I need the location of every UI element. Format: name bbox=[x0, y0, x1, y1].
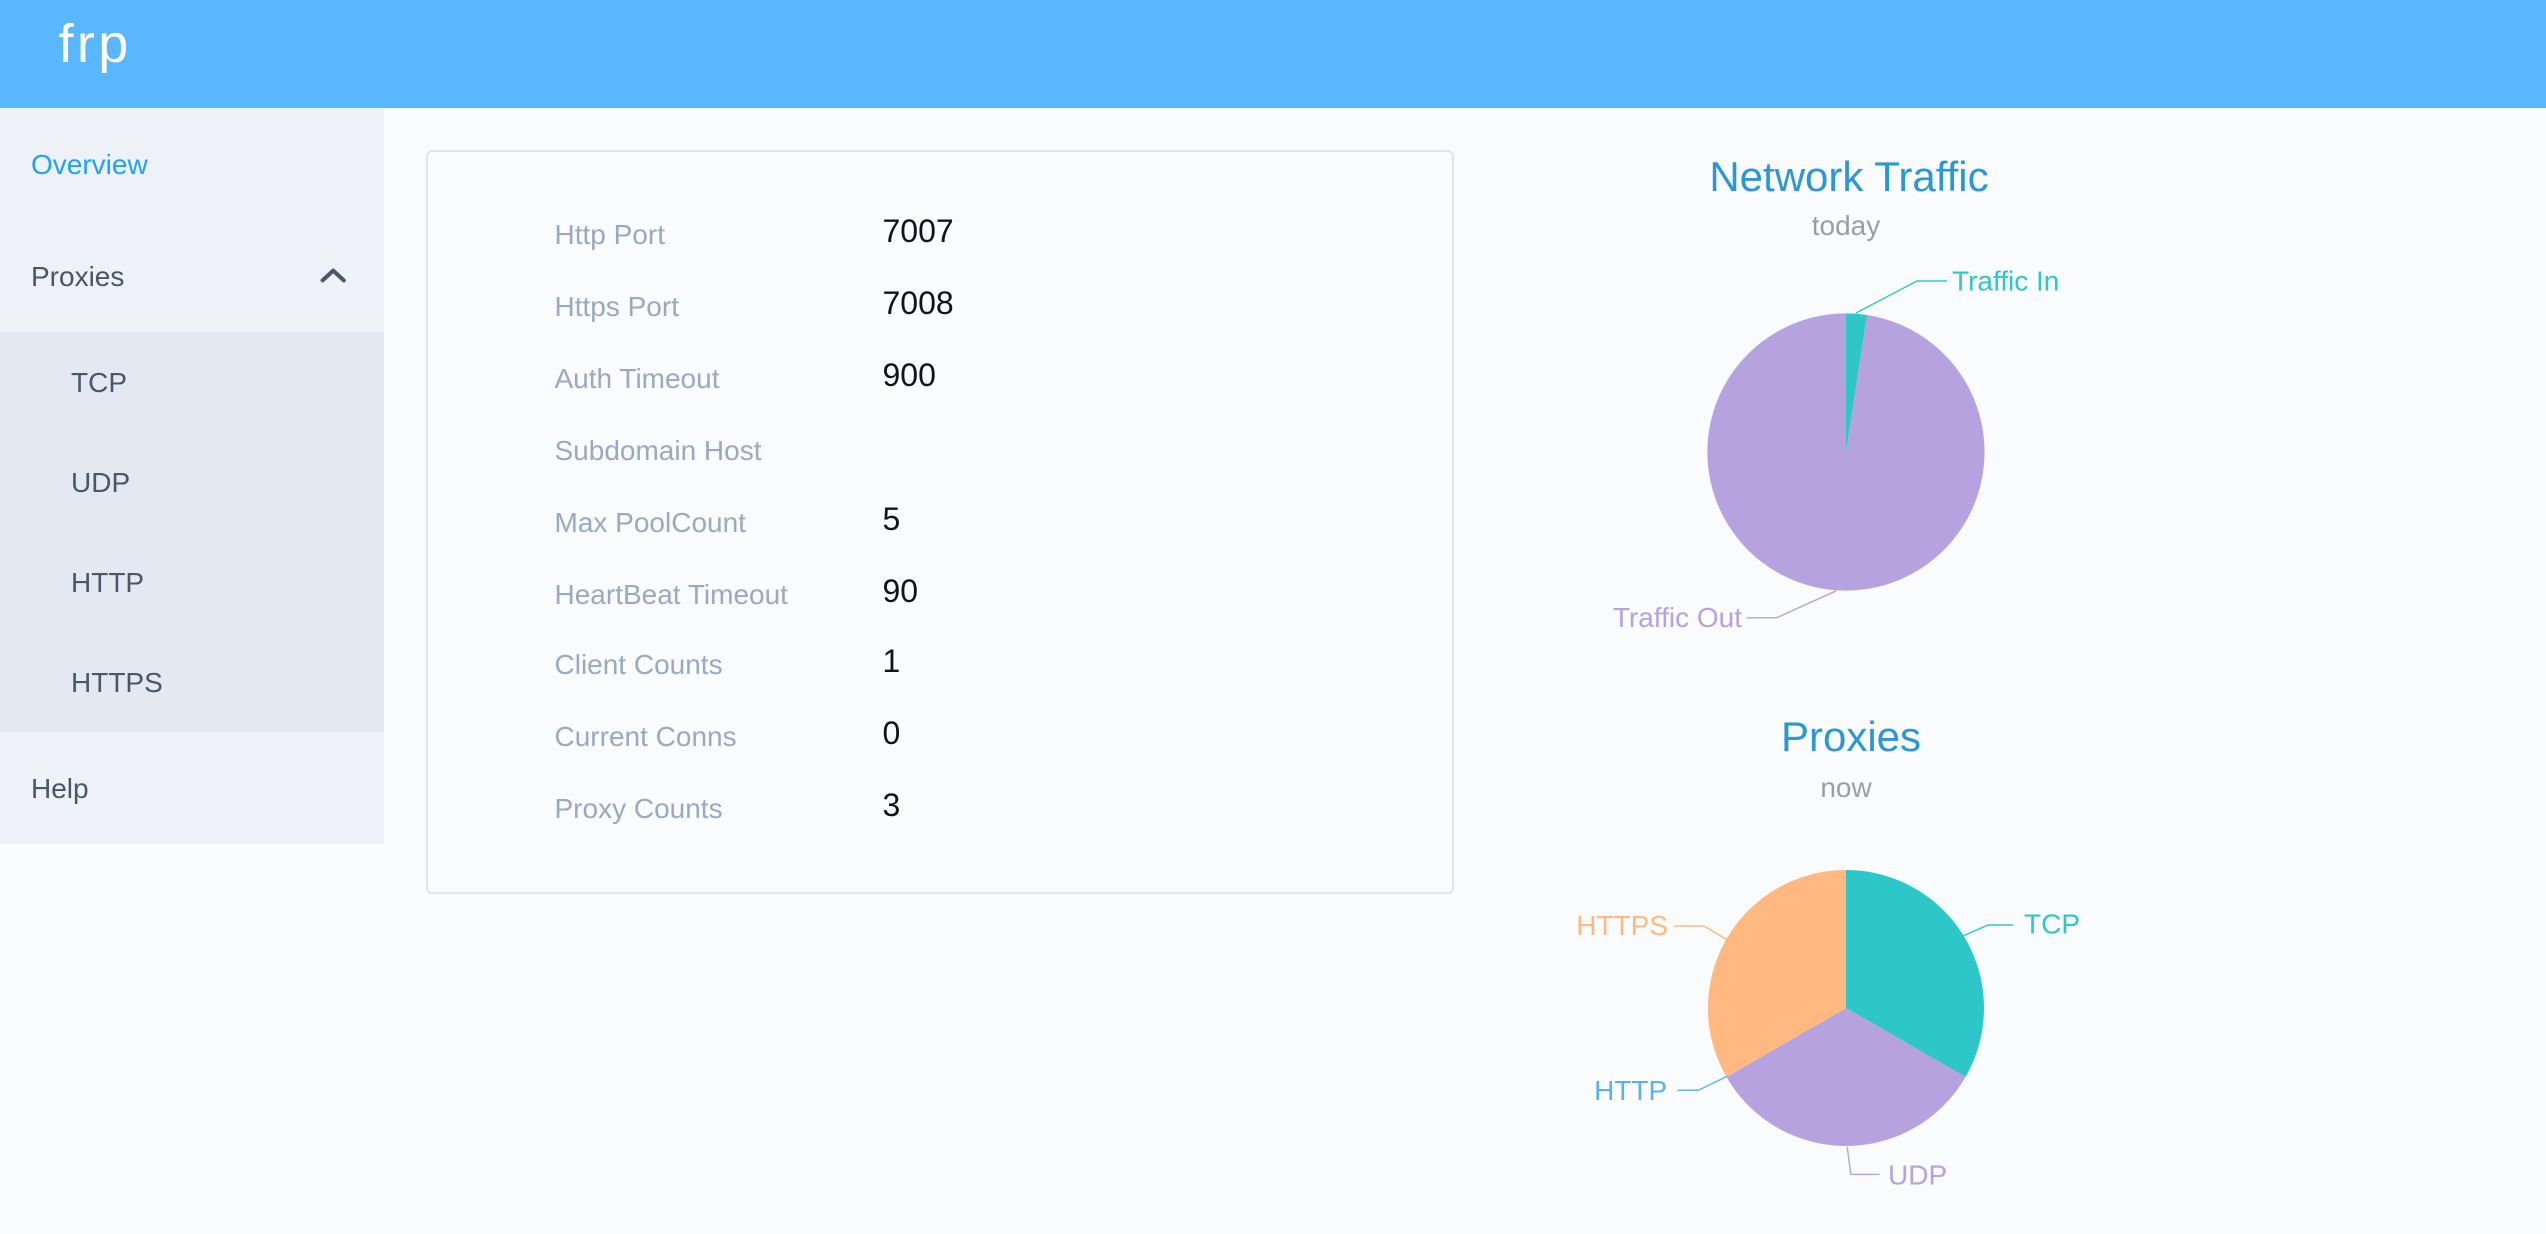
svg-text:Traffic Out: Traffic Out bbox=[1613, 602, 1742, 633]
svg-text:HTTP: HTTP bbox=[1594, 1075, 1667, 1106]
svg-text:today: today bbox=[1812, 210, 1881, 241]
svg-text:Proxies: Proxies bbox=[1781, 713, 1921, 760]
svg-text:TCP: TCP bbox=[2024, 909, 2080, 940]
svg-text:Network Traffic: Network Traffic bbox=[1709, 153, 1988, 200]
svg-text:now: now bbox=[1820, 772, 1872, 803]
svg-text:HTTPS: HTTPS bbox=[1576, 910, 1668, 941]
svg-text:UDP: UDP bbox=[1888, 1159, 1947, 1190]
svg-text:Traffic In: Traffic In bbox=[1952, 266, 2059, 297]
